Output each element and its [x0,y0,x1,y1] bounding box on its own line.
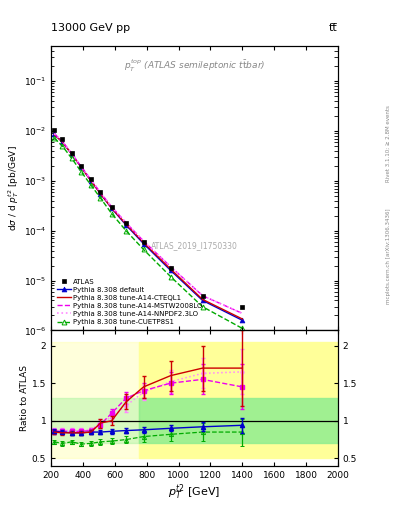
Pythia 8.308 tune-A14-NNPDF2.3LO [141,238,146,244]
Pythia 8.308 tune-CUETP8S1 [60,143,64,149]
Pythia 8.308 tune-CUETP8S1 [168,273,173,280]
Pythia 8.308 default [109,205,114,211]
Pythia 8.308 tune-A14-NNPDF2.3LO [88,177,93,183]
Pythia 8.308 tune-A14-MSTW2008LO [109,204,114,210]
Pythia 8.308 default [88,178,93,184]
ATLAS [141,239,146,245]
Pythia 8.308 tune-CUETP8S1 [141,246,146,252]
Pythia 8.308 tune-A14-CTEQL1 [124,221,129,227]
Pythia 8.308 tune-A14-NNPDF2.3LO [70,151,74,157]
Bar [139,342,338,458]
Pythia 8.308 tune-A14-MSTW2008LO [124,220,129,226]
Pythia 8.308 default [52,131,57,137]
ATLAS [200,292,205,298]
Pythia 8.308 tune-A14-MSTW2008LO [79,164,84,170]
ATLAS [70,150,74,156]
Pythia 8.308 tune-A14-CTEQL1 [200,296,205,303]
Pythia 8.308 tune-A14-CTEQL1 [79,164,84,170]
Line: Pythia 8.308 tune-A14-CTEQL1: Pythia 8.308 tune-A14-CTEQL1 [54,134,242,319]
ATLAS [79,163,84,169]
Y-axis label: Ratio to ATLAS: Ratio to ATLAS [20,365,29,431]
Pythia 8.308 tune-A14-CTEQL1 [98,190,103,197]
Pythia 8.308 tune-A14-CTEQL1 [60,139,64,145]
Pythia 8.308 default [141,241,146,247]
Pythia 8.308 tune-A14-MSTW2008LO [52,131,57,137]
Pythia 8.308 tune-A14-CTEQL1 [141,240,146,246]
Bar [51,342,139,458]
Pythia 8.308 tune-A14-NNPDF2.3LO [240,310,245,316]
Pythia 8.308 tune-A14-NNPDF2.3LO [79,164,84,170]
Pythia 8.308 tune-A14-MSTW2008LO [88,177,93,183]
Pythia 8.308 default [200,297,205,304]
X-axis label: $p_T^{t2}$ [GeV]: $p_T^{t2}$ [GeV] [168,482,221,502]
ATLAS [124,220,129,226]
ATLAS [240,304,245,310]
Pythia 8.308 tune-CUETP8S1 [109,210,114,217]
Pythia 8.308 tune-A14-CTEQL1 [168,266,173,272]
Pythia 8.308 tune-A14-MSTW2008LO [141,238,146,244]
Text: ATLAS_2019_I1750330: ATLAS_2019_I1750330 [151,241,238,250]
Pythia 8.308 tune-A14-CTEQL1 [88,178,93,184]
ATLAS [60,136,64,142]
Pythia 8.308 default [70,151,74,157]
Pythia 8.308 tune-CUETP8S1 [52,135,57,141]
Pythia 8.308 tune-CUETP8S1 [88,182,93,188]
Pythia 8.308 tune-A14-MSTW2008LO [98,189,103,196]
Pythia 8.308 tune-A14-CTEQL1 [240,316,245,322]
Line: Pythia 8.308 default: Pythia 8.308 default [52,132,245,323]
Line: Pythia 8.308 tune-A14-NNPDF2.3LO: Pythia 8.308 tune-A14-NNPDF2.3LO [54,134,242,313]
Pythia 8.308 tune-A14-CTEQL1 [52,131,57,137]
Pythia 8.308 tune-A14-NNPDF2.3LO [98,189,103,196]
ATLAS [88,176,93,182]
Pythia 8.308 tune-A14-NNPDF2.3LO [52,131,57,137]
Bar [139,398,338,443]
Pythia 8.308 default [168,267,173,273]
Text: $p_T^{top}$ (ATLAS semileptonic t$\bar{\rm t}$bar): $p_T^{top}$ (ATLAS semileptonic t$\bar{\… [124,57,265,74]
Text: tt̅: tt̅ [329,23,338,33]
Pythia 8.308 tune-A14-NNPDF2.3LO [60,138,64,144]
ATLAS [168,265,173,271]
Pythia 8.308 tune-A14-CTEQL1 [70,151,74,157]
Y-axis label: d$\sigma$ / d $p_T^{t2}$ [pb/GeV]: d$\sigma$ / d $p_T^{t2}$ [pb/GeV] [6,145,21,231]
ATLAS [52,127,57,133]
Pythia 8.308 tune-A14-NNPDF2.3LO [109,204,114,210]
Pythia 8.308 tune-CUETP8S1 [79,169,84,175]
Pythia 8.308 tune-A14-MSTW2008LO [200,292,205,298]
Text: 13000 GeV pp: 13000 GeV pp [51,23,130,33]
Pythia 8.308 tune-CUETP8S1 [98,195,103,201]
Pythia 8.308 tune-CUETP8S1 [70,155,74,161]
Pythia 8.308 default [79,164,84,170]
ATLAS [98,189,103,195]
Line: Pythia 8.308 tune-A14-MSTW2008LO: Pythia 8.308 tune-A14-MSTW2008LO [54,134,242,313]
Pythia 8.308 default [240,317,245,324]
Pythia 8.308 default [98,190,103,197]
Line: Pythia 8.308 tune-CUETP8S1: Pythia 8.308 tune-CUETP8S1 [52,136,245,331]
Pythia 8.308 tune-A14-MSTW2008LO [240,310,245,316]
ATLAS [109,204,114,210]
Pythia 8.308 tune-A14-NNPDF2.3LO [200,292,205,298]
Text: mcplots.cern.ch [arXiv:1306.3436]: mcplots.cern.ch [arXiv:1306.3436] [386,208,391,304]
Legend: ATLAS, Pythia 8.308 default, Pythia 8.308 tune-A14-CTEQL1, Pythia 8.308 tune-A14: ATLAS, Pythia 8.308 default, Pythia 8.30… [55,276,205,327]
Pythia 8.308 tune-A14-CTEQL1 [109,205,114,211]
Pythia 8.308 default [124,222,129,228]
Pythia 8.308 tune-A14-NNPDF2.3LO [124,220,129,226]
Pythia 8.308 tune-A14-MSTW2008LO [60,138,64,144]
Pythia 8.308 tune-CUETP8S1 [240,325,245,331]
Pythia 8.308 tune-CUETP8S1 [124,228,129,234]
Pythia 8.308 default [60,139,64,145]
Pythia 8.308 tune-A14-MSTW2008LO [168,264,173,270]
Bar [51,398,139,443]
Pythia 8.308 tune-A14-MSTW2008LO [70,151,74,157]
Pythia 8.308 tune-CUETP8S1 [200,304,205,310]
Text: Rivet 3.1.10; ≥ 2.8M events: Rivet 3.1.10; ≥ 2.8M events [386,105,391,182]
Line: ATLAS: ATLAS [52,127,245,309]
Pythia 8.308 tune-A14-NNPDF2.3LO [168,264,173,270]
